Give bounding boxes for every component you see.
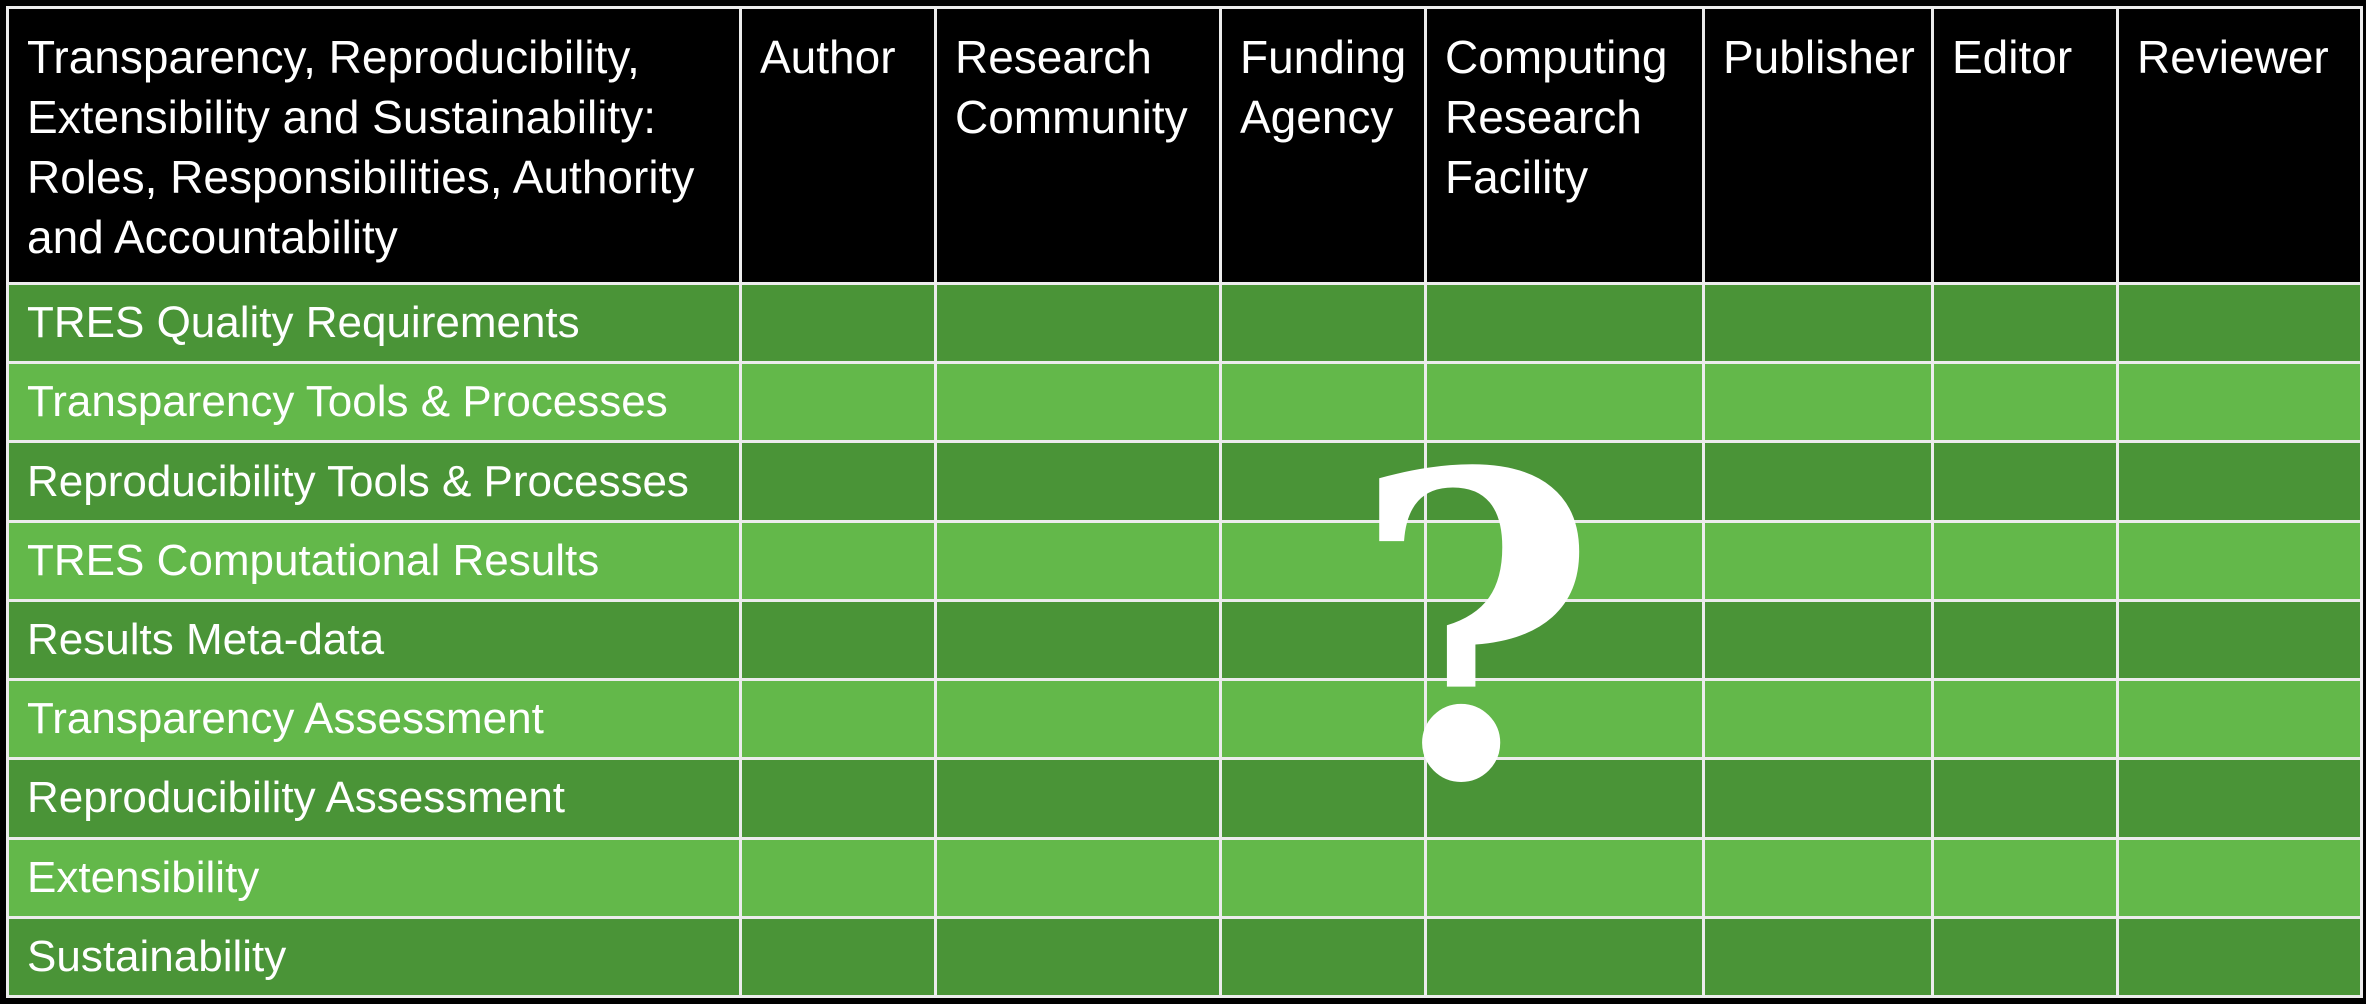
table-row: Results Meta-data xyxy=(6,598,2363,682)
row-label: TRES Computational Results xyxy=(6,519,742,602)
matrix-cell xyxy=(1702,836,1934,919)
matrix-cell xyxy=(934,281,1222,365)
matrix-cell xyxy=(1219,836,1427,919)
matrix-cell xyxy=(1702,757,1934,840)
matrix-cell xyxy=(1219,678,1427,761)
table-row: Transparency Assessment xyxy=(6,678,2363,761)
corner-header: Transparency, Reproducibility, Extensibi… xyxy=(6,6,742,285)
matrix-cell xyxy=(1219,440,1427,523)
row-label: Transparency Assessment xyxy=(6,678,742,761)
matrix-cell xyxy=(1424,836,1705,919)
row-label: TRES Quality Requirements xyxy=(6,281,742,365)
matrix-cell xyxy=(1702,281,1934,365)
matrix-cell xyxy=(2116,757,2363,840)
column-header-reviewer: Reviewer xyxy=(2116,6,2363,285)
matrix-cell xyxy=(2116,519,2363,602)
matrix-cell xyxy=(2116,915,2363,999)
matrix-cell xyxy=(1931,281,2119,365)
roles-matrix-table: Transparency, Reproducibility, Extensibi… xyxy=(6,6,2363,999)
matrix-cell xyxy=(1931,678,2119,761)
matrix-cell xyxy=(1702,598,1934,682)
table-row: TRES Quality Requirements xyxy=(6,281,2363,365)
matrix-cell xyxy=(1931,915,2119,999)
column-header-funding-agency: Funding Agency xyxy=(1219,6,1427,285)
matrix-cell xyxy=(934,678,1222,761)
table-row: TRES Computational Results xyxy=(6,519,2363,602)
matrix-cell xyxy=(1424,519,1705,602)
column-header-author: Author xyxy=(739,6,937,285)
matrix-cell xyxy=(739,440,937,523)
matrix-cell xyxy=(739,757,937,840)
matrix-cell xyxy=(1219,281,1427,365)
column-header-editor: Editor xyxy=(1931,6,2119,285)
matrix-cell xyxy=(1931,361,2119,444)
matrix-cell xyxy=(1219,361,1427,444)
matrix-cell xyxy=(2116,836,2363,919)
table-row: Reproducibility Assessment xyxy=(6,757,2363,840)
matrix-cell xyxy=(1219,598,1427,682)
matrix-cell xyxy=(1931,519,2119,602)
matrix-body: TRES Quality Requirements Transparency To… xyxy=(6,281,2363,999)
row-label: Sustainability xyxy=(6,915,742,999)
table-row: Extensibility xyxy=(6,836,2363,919)
header-row: Transparency, Reproducibility, Extensibi… xyxy=(6,6,2363,285)
matrix-cell xyxy=(934,598,1222,682)
matrix-cell xyxy=(739,598,937,682)
table-row: Reproducibility Tools & Processes xyxy=(6,440,2363,523)
matrix-cell xyxy=(1424,440,1705,523)
matrix-cell xyxy=(1424,915,1705,999)
matrix-cell xyxy=(934,915,1222,999)
matrix-cell xyxy=(1219,757,1427,840)
matrix-cell xyxy=(1424,757,1705,840)
matrix-cell xyxy=(1931,757,2119,840)
matrix-cell xyxy=(739,281,937,365)
matrix-cell xyxy=(2116,361,2363,444)
row-label: Reproducibility Assessment xyxy=(6,757,742,840)
column-header-research-community: Research Community xyxy=(934,6,1222,285)
matrix-cell xyxy=(2116,281,2363,365)
matrix-cell xyxy=(1219,519,1427,602)
matrix-cell xyxy=(1931,598,2119,682)
matrix-cell xyxy=(934,757,1222,840)
matrix-cell xyxy=(739,361,937,444)
row-label: Transparency Tools & Processes xyxy=(6,361,742,444)
row-label: Reproducibility Tools & Processes xyxy=(6,440,742,523)
matrix-cell xyxy=(1702,440,1934,523)
row-label: Results Meta-data xyxy=(6,598,742,682)
row-label: Extensibility xyxy=(6,836,742,919)
matrix-cell xyxy=(934,440,1222,523)
matrix-cell xyxy=(1702,519,1934,602)
matrix-cell xyxy=(934,361,1222,444)
matrix-cell xyxy=(2116,678,2363,761)
matrix-cell xyxy=(1424,598,1705,682)
matrix-cell xyxy=(2116,598,2363,682)
matrix-cell xyxy=(1424,361,1705,444)
matrix-cell xyxy=(1702,678,1934,761)
matrix-cell xyxy=(934,519,1222,602)
matrix-cell xyxy=(1702,361,1934,444)
matrix-cell xyxy=(1219,915,1427,999)
matrix-cell xyxy=(739,678,937,761)
column-header-publisher: Publisher xyxy=(1702,6,1934,285)
matrix-cell xyxy=(1702,915,1934,999)
column-header-computing-research-facility: Computing Research Facility xyxy=(1424,6,1705,285)
matrix-cell xyxy=(1424,281,1705,365)
matrix-cell xyxy=(1931,836,2119,919)
matrix-cell xyxy=(739,836,937,919)
table-row: Transparency Tools & Processes xyxy=(6,361,2363,444)
matrix-cell xyxy=(739,519,937,602)
matrix-cell xyxy=(1424,678,1705,761)
table-row: Sustainability xyxy=(6,915,2363,999)
matrix-cell xyxy=(739,915,937,999)
matrix-cell xyxy=(2116,440,2363,523)
matrix-cell xyxy=(934,836,1222,919)
matrix-cell xyxy=(1931,440,2119,523)
